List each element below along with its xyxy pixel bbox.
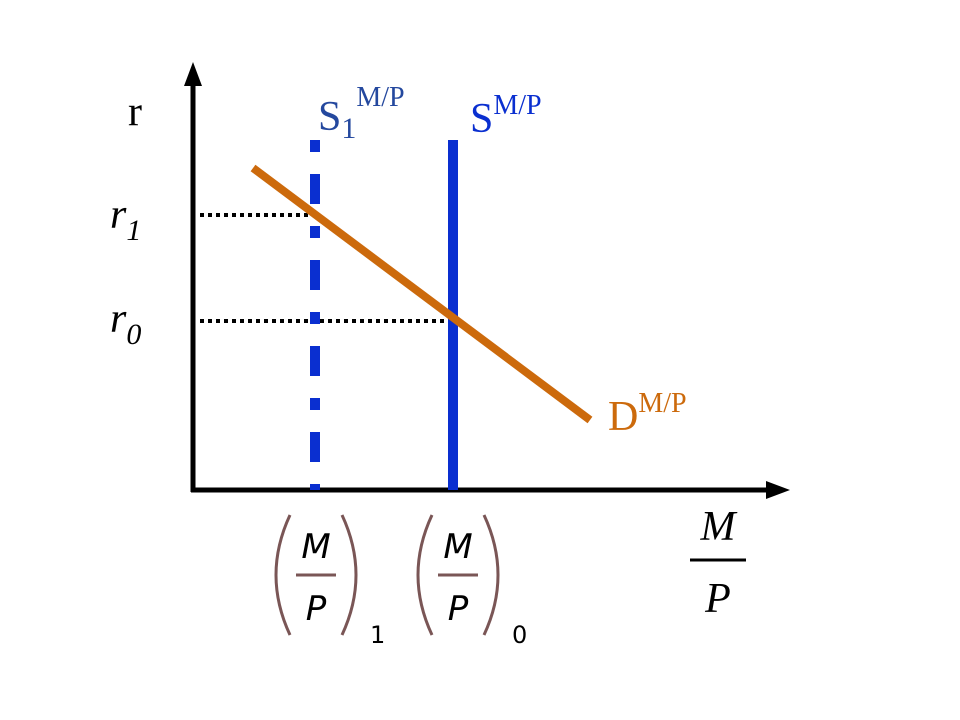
quantity-numerator: M <box>443 527 472 567</box>
quantity-1: M P 1 <box>274 514 385 649</box>
x-arrow <box>766 481 790 499</box>
level-subscript: 1 <box>126 214 141 247</box>
level-subscript: 0 <box>126 318 141 351</box>
quantity-denominator: P <box>448 589 469 629</box>
axes <box>190 82 770 493</box>
curve-label: S1M/P <box>318 82 405 145</box>
demand <box>250 164 593 424</box>
curve-superscript: M/P <box>638 388 686 419</box>
quantity-numerator: M <box>301 527 330 567</box>
quantity-subscript: 1 <box>370 621 385 649</box>
level-symbol: r <box>110 296 127 342</box>
curve-superscript: M/P <box>493 90 541 121</box>
quantity-subscript: 0 <box>512 621 527 649</box>
y-axis-label: r <box>128 89 142 135</box>
curve-name: S <box>470 96 493 142</box>
level-symbol: r <box>110 192 127 238</box>
level-label: r1 <box>110 192 141 247</box>
curve-name: D <box>608 394 638 440</box>
curve-label: SM/P <box>470 90 542 142</box>
curve-subscript: 1 <box>341 112 356 145</box>
level-label: r0 <box>110 296 141 351</box>
quantity-0: M P 0 <box>416 514 527 649</box>
x-label-numerator: M <box>700 504 738 550</box>
y-arrow <box>184 62 202 86</box>
curve-superscript: M/P <box>356 82 404 113</box>
curve-label: DM/P <box>608 388 687 440</box>
quantity-denominator: P <box>306 589 327 629</box>
curve-name: S <box>318 94 341 140</box>
x-label-denominator: P <box>704 576 731 622</box>
